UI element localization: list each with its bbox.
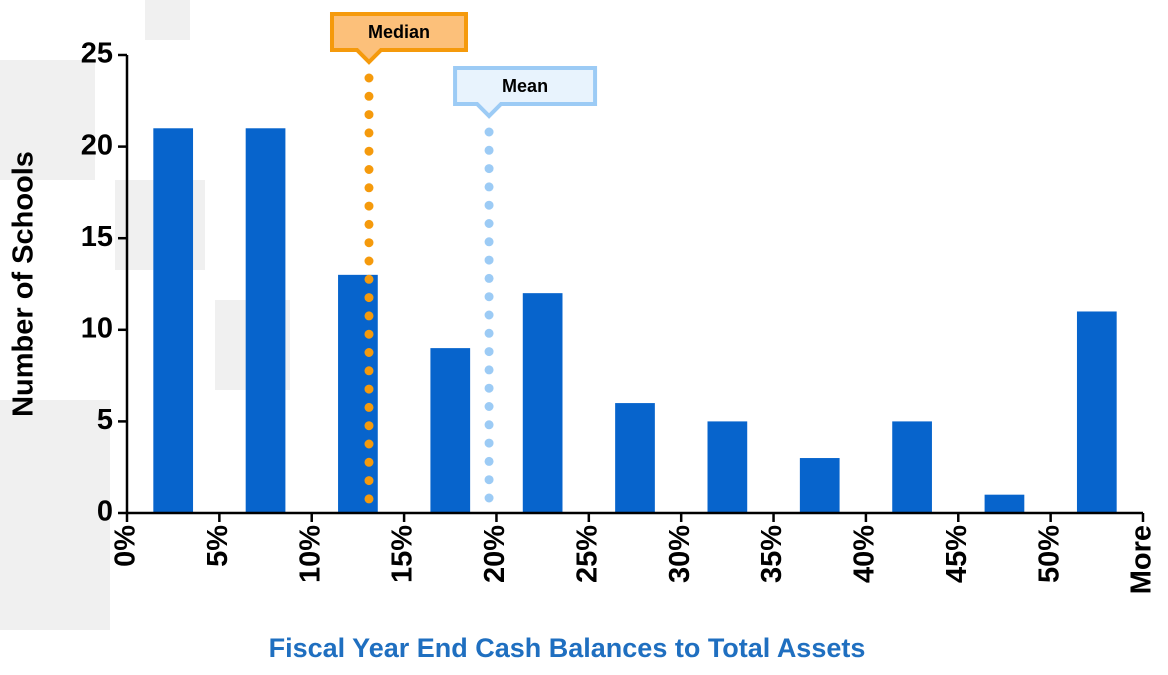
callout-box [453,66,598,119]
bar [245,128,286,513]
bar [153,128,194,513]
y-tick-label: 15 [81,221,113,253]
bar [522,293,563,513]
y-tick-label: 5 [97,404,113,436]
bar [892,421,932,513]
x-tick-label: More [1126,525,1158,594]
x-tick-label: 25% [571,525,603,583]
x-axis-label: Fiscal Year End Cash Balances to Total A… [269,633,866,663]
callout-label: Median [368,22,430,42]
bar [799,458,840,513]
x-tick-label: 5% [202,525,234,567]
x-tick-label: 0% [110,525,142,567]
x-tick-label: 20% [479,525,511,583]
y-tick-label: 10 [81,312,113,344]
x-tick-label: 35% [756,525,788,583]
y-tick-label: 20 [81,129,113,161]
x-tick-label: 40% [849,525,881,583]
bar [430,348,471,513]
y-axis-label: Number of Schools [8,151,40,417]
callout-box [329,12,468,65]
bar [615,403,655,513]
bar [984,494,1025,513]
x-tick-label: 45% [941,525,973,583]
x-tick-label: 15% [387,525,419,583]
x-tick-label: 10% [294,525,326,583]
y-tick-label: 25 [81,38,113,70]
x-tick-label: 30% [664,525,696,583]
bar [707,421,748,513]
x-tick-label: 50% [1033,525,1065,583]
y-tick-label: 0 [97,496,113,528]
bar [1076,311,1117,513]
callout-label: Mean [502,76,548,96]
